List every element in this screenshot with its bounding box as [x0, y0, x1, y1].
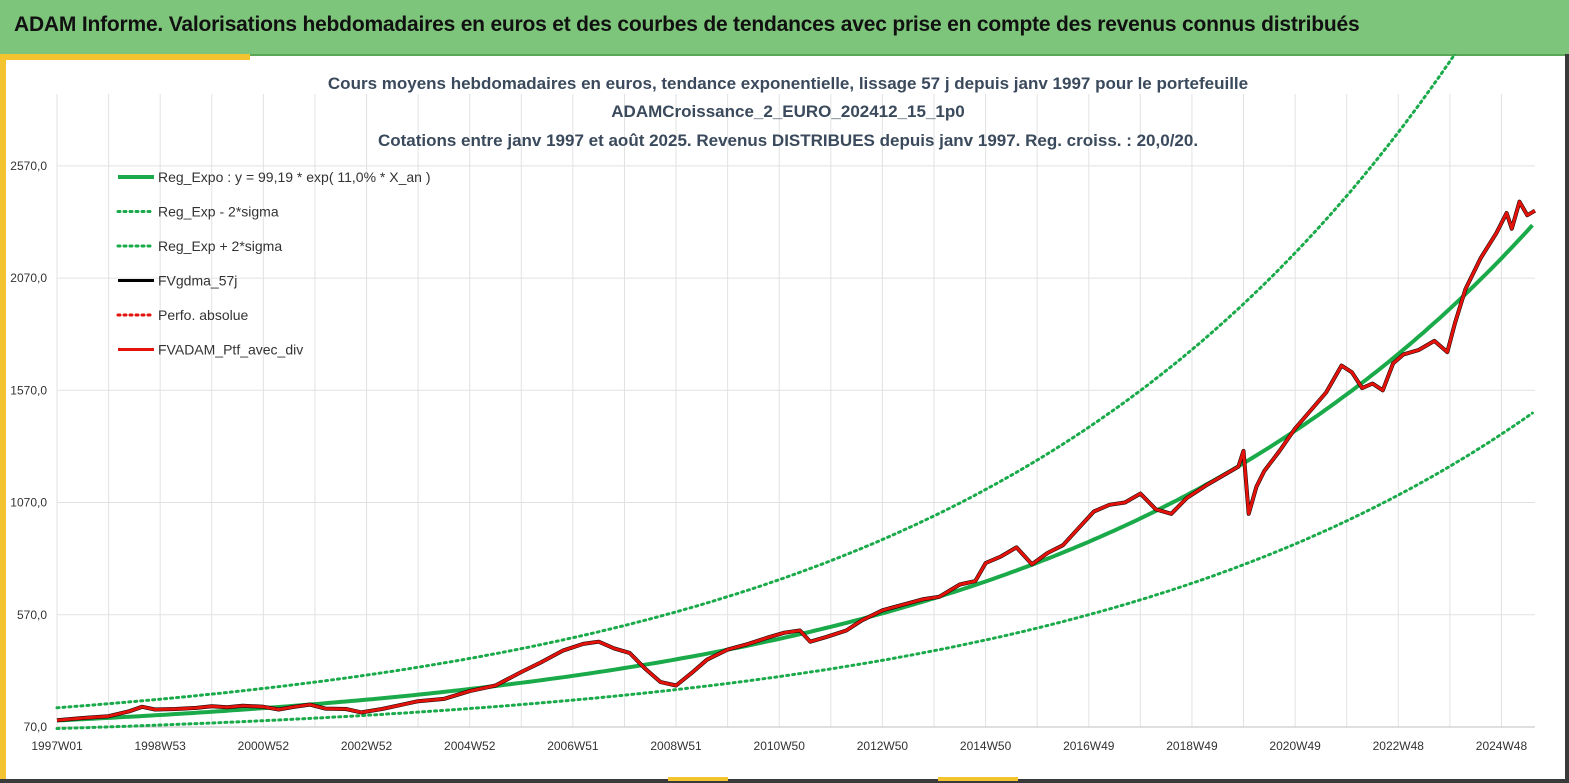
x-tick-label: 2020W49 [1269, 739, 1321, 753]
chart-title-line-1: Cours moyens hebdomadaires en euros, ten… [328, 74, 1248, 93]
grid [56, 94, 1535, 728]
x-tick-label: 1997W01 [31, 739, 83, 753]
x-tick-label: 2004W52 [444, 739, 496, 753]
x-tick-label: 2018W49 [1166, 739, 1218, 753]
y-tick-label: 570,0 [17, 608, 47, 622]
chart-title-line-3: Cotations entre janv 1997 et août 2025. … [378, 131, 1198, 150]
series-layer [55, 54, 1537, 730]
x-tick-label: 2014W50 [960, 739, 1012, 753]
y-tick-label: 1070,0 [10, 496, 47, 510]
y-tick-label: 2070,0 [10, 271, 47, 285]
series-reg-minus-2sigma [55, 411, 1534, 730]
series-reg-expo [56, 223, 1534, 723]
x-tick-label: 2010W50 [754, 739, 806, 753]
accent-mark-bottom [938, 777, 1018, 781]
series-fvadam-ptf [56, 200, 1536, 722]
chart-title-line-2: ADAMCroissance_2_EURO_202412_15_1p0 [611, 102, 964, 121]
chart: 70,0 570,0 1070,0 1570,0 2070,0 2570,0 1997W01… [10, 54, 1537, 753]
series-fvgdma-57j [56, 199, 1537, 723]
x-tick-label: 2016W49 [1063, 739, 1115, 753]
x-tick-label: 2022W48 [1373, 739, 1425, 753]
legend-reg-plus-2sigma-label: Reg_Exp + 2*sigma [158, 238, 282, 254]
frame-border-bottom [0, 779, 1569, 783]
legend-fvgdma-57j-label: FVgdma_57j [158, 273, 237, 289]
series-reg-plus-2sigma [55, 54, 1457, 710]
legend-fvadam-ptf-label: FVADAM_Ptf_avec_div [158, 342, 303, 358]
x-tick-label: 2006W51 [547, 739, 599, 753]
x-tick-label: 2012W50 [857, 739, 909, 753]
legend: Reg_Expo : y = 99,19 * exp( 11,0% * X_an… [116, 169, 431, 358]
legend-reg-minus-2sigma-label: Reg_Exp - 2*sigma [158, 204, 279, 220]
legend-reg-expo-label: Reg_Expo : y = 99,19 * exp( 11,0% * X_an… [158, 169, 431, 185]
accent-border-top [0, 54, 250, 60]
x-tick-label: 2000W52 [238, 739, 290, 753]
y-tick-label: 2570,0 [10, 159, 47, 173]
accent-border-left [0, 54, 6, 783]
axis-ticks: 70,0 570,0 1070,0 1570,0 2070,0 2570,0 1997W01… [10, 159, 1527, 753]
page-title: ADAM Informe. Valorisations hebdomadaire… [14, 13, 1360, 36]
frame-border-right [1565, 54, 1569, 783]
x-tick-label: 2008W51 [650, 739, 702, 753]
legend-perfo-absolue-label: Perfo. absolue [158, 307, 248, 323]
x-tick-label: 1998W53 [134, 739, 186, 753]
header-bar: ADAM Informe. Valorisations hebdomadaire… [0, 0, 1569, 56]
accent-mark-bottom [668, 777, 728, 781]
x-tick-label: 2024W48 [1476, 739, 1528, 753]
y-tick-label: 1570,0 [10, 383, 47, 397]
y-tick-label: 70,0 [24, 720, 48, 734]
x-tick-label: 2002W52 [341, 739, 393, 753]
